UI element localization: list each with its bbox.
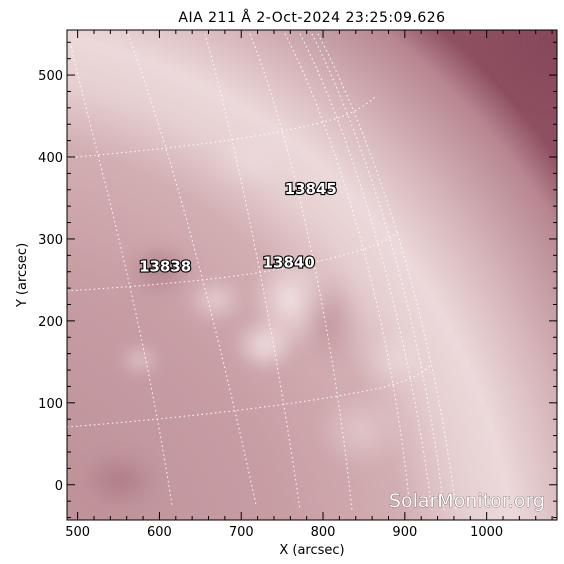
- y-tick-label: 100: [38, 397, 63, 412]
- latitude-line: [67, 95, 377, 159]
- longitude-line: [284, 33, 411, 511]
- active-region-label: 13840: [263, 254, 315, 272]
- active-region-labels: 13845 13838 13840: [138, 179, 338, 277]
- x-axis-title: X (arcsec): [279, 543, 344, 558]
- longitude-line: [299, 33, 433, 511]
- heliographic-grid: [67, 33, 457, 511]
- y-tick-label: 500: [38, 69, 63, 84]
- latitude-line: [67, 365, 431, 428]
- longitude-line: [69, 41, 173, 506]
- solarmonitor-watermark: SolarMonitor.org: [389, 490, 545, 512]
- x-axis: 500 600 700 800 900 1000: [65, 30, 553, 540]
- x-tick-label: 600: [147, 525, 172, 540]
- active-region-label: 13845: [285, 180, 337, 198]
- longitude-line: [127, 33, 257, 506]
- active-region-emission: [80, 30, 557, 510]
- y-tick-label: 400: [38, 151, 63, 166]
- x-tick-label: 500: [65, 525, 90, 540]
- figure-title: AIA 211 Å 2-Oct-2024 23:25:09.626: [178, 9, 445, 26]
- x-tick-label: 700: [229, 525, 254, 540]
- x-tick-label: 1000: [470, 525, 503, 540]
- y-tick-label: 200: [38, 315, 63, 330]
- plot-frame: [66, 29, 558, 521]
- x-tick-label: 800: [311, 525, 336, 540]
- y-axis-title: Y (arcsec): [15, 243, 30, 308]
- y-tick-label: 300: [38, 233, 63, 248]
- y-tick-label: 0: [55, 479, 63, 494]
- x-tick-label: 900: [392, 525, 417, 540]
- active-region-label: 13838: [139, 258, 191, 276]
- y-axis: 0 100 200 300 400 500: [38, 41, 557, 519]
- solar-image: 13845 13838 13840 SolarMonitor.org: [67, 30, 557, 520]
